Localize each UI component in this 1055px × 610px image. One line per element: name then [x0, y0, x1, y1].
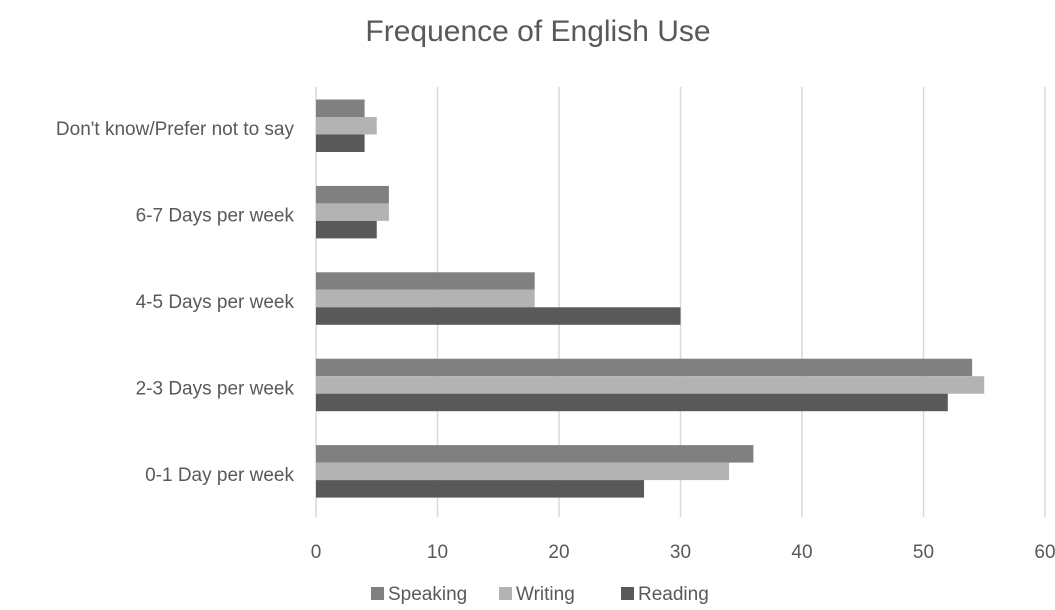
bar-reading	[316, 134, 365, 152]
bar-reading	[316, 220, 377, 239]
bars	[316, 99, 985, 498]
legend-label-reading: Reading	[638, 584, 709, 605]
x-tick-label: 20	[548, 542, 569, 563]
bar-speaking	[316, 272, 535, 290]
legend-label-speaking: Speaking	[388, 584, 467, 605]
x-tick-labels: 0 10 20 30 40 50 60	[311, 542, 1055, 563]
bar-writing	[316, 203, 389, 221]
bar-speaking	[316, 358, 973, 377]
bar-writing	[316, 289, 535, 308]
bar-writing	[316, 376, 985, 394]
bar-reading	[316, 393, 948, 412]
x-tick-label: 50	[913, 542, 934, 563]
bar-speaking	[316, 99, 365, 117]
legend-swatch-speaking	[371, 587, 384, 600]
bar-writing	[316, 462, 730, 481]
category-labels: 0-1 Day per week 2-3 Days per week 4-5 Day…	[56, 119, 295, 486]
legend: Speaking Writing Reading	[371, 584, 709, 605]
category-label: 0-1 Day per week	[145, 465, 294, 486]
x-tick-label: 40	[791, 542, 812, 563]
legend-swatch-reading	[621, 587, 634, 600]
bar-speaking	[316, 445, 754, 463]
category-label: 4-5 Days per week	[136, 292, 295, 313]
x-tick-label: 0	[311, 542, 322, 563]
category-label: 6-7 Days per week	[136, 206, 295, 227]
legend-label-writing: Writing	[516, 584, 575, 605]
legend-swatch-writing	[499, 587, 512, 600]
x-tick-label: 30	[670, 542, 691, 563]
category-label: Don't know/Prefer not to say	[56, 119, 295, 140]
x-tick-label: 60	[1034, 542, 1055, 563]
bar-speaking	[316, 185, 389, 204]
x-tick-label: 10	[427, 542, 448, 563]
gridlines	[315, 87, 1046, 517]
category-label: 2-3 Days per week	[136, 378, 295, 399]
bar-reading	[316, 480, 645, 498]
chart-title: Frequence of English Use	[365, 15, 710, 48]
bar-reading	[316, 307, 681, 325]
bar-writing	[316, 117, 377, 135]
